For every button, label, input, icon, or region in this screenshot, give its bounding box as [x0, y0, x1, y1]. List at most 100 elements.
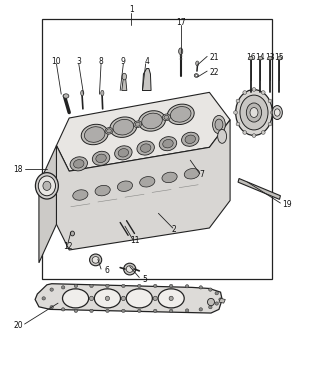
Text: 17: 17 — [176, 18, 186, 27]
Ellipse shape — [74, 160, 84, 168]
Ellipse shape — [169, 309, 173, 312]
Text: 13: 13 — [265, 53, 275, 62]
Text: 21: 21 — [209, 53, 219, 62]
Text: 18: 18 — [13, 165, 23, 174]
Text: 19: 19 — [283, 200, 292, 209]
Ellipse shape — [92, 256, 99, 263]
Text: 9: 9 — [121, 57, 126, 66]
Ellipse shape — [95, 185, 110, 196]
Ellipse shape — [142, 113, 162, 129]
Ellipse shape — [236, 122, 240, 126]
Ellipse shape — [90, 284, 93, 287]
Ellipse shape — [106, 284, 109, 287]
Ellipse shape — [163, 139, 173, 148]
Ellipse shape — [274, 109, 280, 116]
Ellipse shape — [70, 157, 87, 171]
Ellipse shape — [61, 286, 65, 289]
Ellipse shape — [138, 284, 141, 287]
Ellipse shape — [194, 74, 198, 77]
Ellipse shape — [89, 296, 93, 301]
Ellipse shape — [212, 116, 225, 134]
Polygon shape — [219, 298, 225, 303]
Ellipse shape — [43, 181, 51, 190]
Ellipse shape — [258, 57, 263, 60]
Ellipse shape — [96, 154, 106, 163]
Text: 11: 11 — [130, 236, 139, 245]
Ellipse shape — [184, 169, 199, 179]
Polygon shape — [122, 78, 127, 91]
Text: 5: 5 — [142, 275, 147, 284]
Ellipse shape — [38, 176, 55, 196]
Ellipse shape — [272, 106, 282, 120]
Text: 10: 10 — [52, 57, 61, 66]
Ellipse shape — [234, 111, 237, 114]
Polygon shape — [238, 178, 280, 199]
Polygon shape — [35, 284, 222, 313]
Ellipse shape — [36, 173, 58, 199]
Ellipse shape — [106, 309, 109, 312]
Text: 15: 15 — [275, 53, 284, 62]
Ellipse shape — [268, 122, 272, 126]
Ellipse shape — [101, 90, 104, 96]
Ellipse shape — [74, 284, 78, 287]
Ellipse shape — [92, 151, 110, 165]
Text: 3: 3 — [76, 57, 81, 66]
Ellipse shape — [240, 95, 268, 130]
Ellipse shape — [243, 131, 247, 134]
Ellipse shape — [154, 284, 157, 287]
Ellipse shape — [50, 288, 53, 291]
Ellipse shape — [199, 286, 203, 289]
Ellipse shape — [268, 99, 272, 103]
Ellipse shape — [215, 291, 219, 295]
Ellipse shape — [122, 309, 125, 312]
Ellipse shape — [134, 121, 142, 128]
Ellipse shape — [115, 146, 132, 160]
Text: 4: 4 — [145, 57, 150, 66]
Text: 12: 12 — [63, 242, 72, 251]
Ellipse shape — [236, 99, 240, 103]
Ellipse shape — [61, 308, 65, 311]
Ellipse shape — [105, 296, 109, 301]
Ellipse shape — [81, 90, 84, 96]
Polygon shape — [142, 68, 151, 91]
Ellipse shape — [118, 149, 129, 157]
Bar — [42, 19, 271, 279]
Ellipse shape — [50, 305, 53, 309]
Ellipse shape — [126, 289, 152, 308]
Ellipse shape — [107, 129, 111, 133]
Text: 2: 2 — [172, 225, 177, 234]
Ellipse shape — [261, 131, 265, 134]
Ellipse shape — [243, 91, 247, 94]
Ellipse shape — [249, 57, 253, 60]
Ellipse shape — [84, 127, 105, 142]
Ellipse shape — [62, 289, 89, 308]
Ellipse shape — [117, 181, 132, 191]
Ellipse shape — [81, 124, 108, 145]
Ellipse shape — [181, 132, 199, 146]
Ellipse shape — [215, 302, 219, 305]
Text: 8: 8 — [99, 57, 103, 66]
Ellipse shape — [124, 263, 136, 275]
Ellipse shape — [209, 288, 212, 291]
Ellipse shape — [199, 308, 203, 311]
Ellipse shape — [171, 107, 191, 122]
Ellipse shape — [94, 289, 121, 308]
Ellipse shape — [105, 128, 113, 134]
Ellipse shape — [252, 88, 256, 91]
Ellipse shape — [74, 309, 78, 312]
Polygon shape — [56, 120, 230, 250]
Ellipse shape — [185, 284, 189, 288]
Ellipse shape — [153, 296, 157, 301]
Ellipse shape — [162, 172, 177, 183]
Ellipse shape — [70, 231, 75, 236]
Ellipse shape — [63, 94, 69, 98]
Ellipse shape — [185, 309, 189, 312]
Ellipse shape — [169, 284, 173, 287]
Ellipse shape — [139, 111, 165, 131]
Ellipse shape — [250, 107, 258, 117]
Ellipse shape — [252, 134, 256, 137]
Ellipse shape — [113, 119, 134, 135]
Ellipse shape — [159, 137, 177, 151]
Ellipse shape — [268, 57, 272, 60]
Ellipse shape — [90, 309, 93, 312]
